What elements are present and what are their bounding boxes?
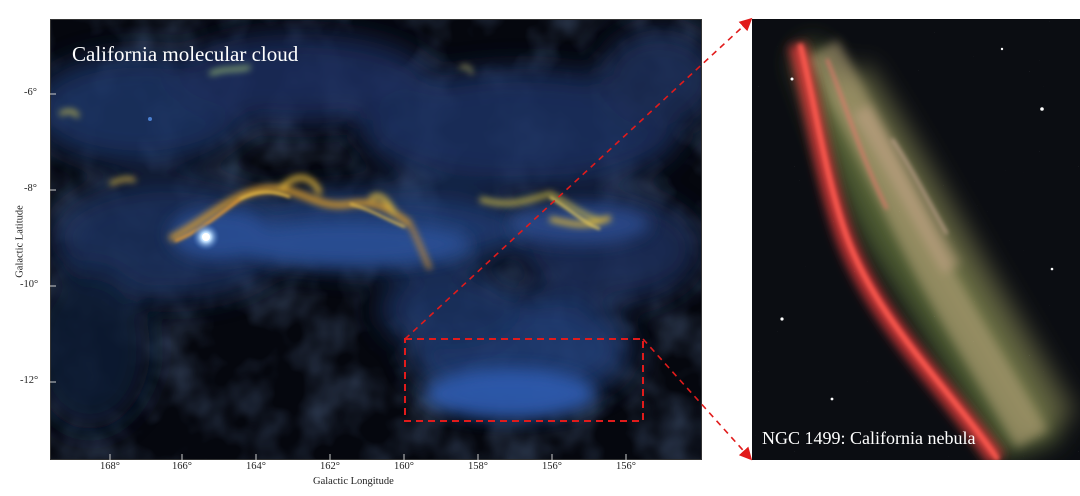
california-nebula-photo bbox=[752, 19, 1080, 460]
x-tick-label: 156° bbox=[542, 461, 562, 472]
x-axis-title: Galactic Longitude bbox=[313, 476, 394, 487]
y-axis-title: Galactic Latitude bbox=[14, 205, 26, 278]
y-tick-label: -6° bbox=[24, 87, 37, 98]
x-tick-label: 158° bbox=[468, 461, 488, 472]
molecular-cloud-map bbox=[50, 19, 702, 460]
x-tick-label: 164° bbox=[246, 461, 266, 472]
x-tick-label: 156° bbox=[616, 461, 636, 472]
x-tick-label: 160° bbox=[394, 461, 414, 472]
map-title: California molecular cloud bbox=[72, 42, 299, 66]
y-tick-label: -8° bbox=[24, 183, 37, 194]
inset-caption: NGC 1499: California nebula bbox=[762, 428, 976, 448]
x-tick-label: 166° bbox=[172, 461, 192, 472]
x-tick-label: 162° bbox=[320, 461, 340, 472]
y-tick-label: -10° bbox=[20, 279, 39, 290]
x-tick-label: 168° bbox=[100, 461, 120, 472]
y-tick-label: -12° bbox=[20, 375, 39, 386]
